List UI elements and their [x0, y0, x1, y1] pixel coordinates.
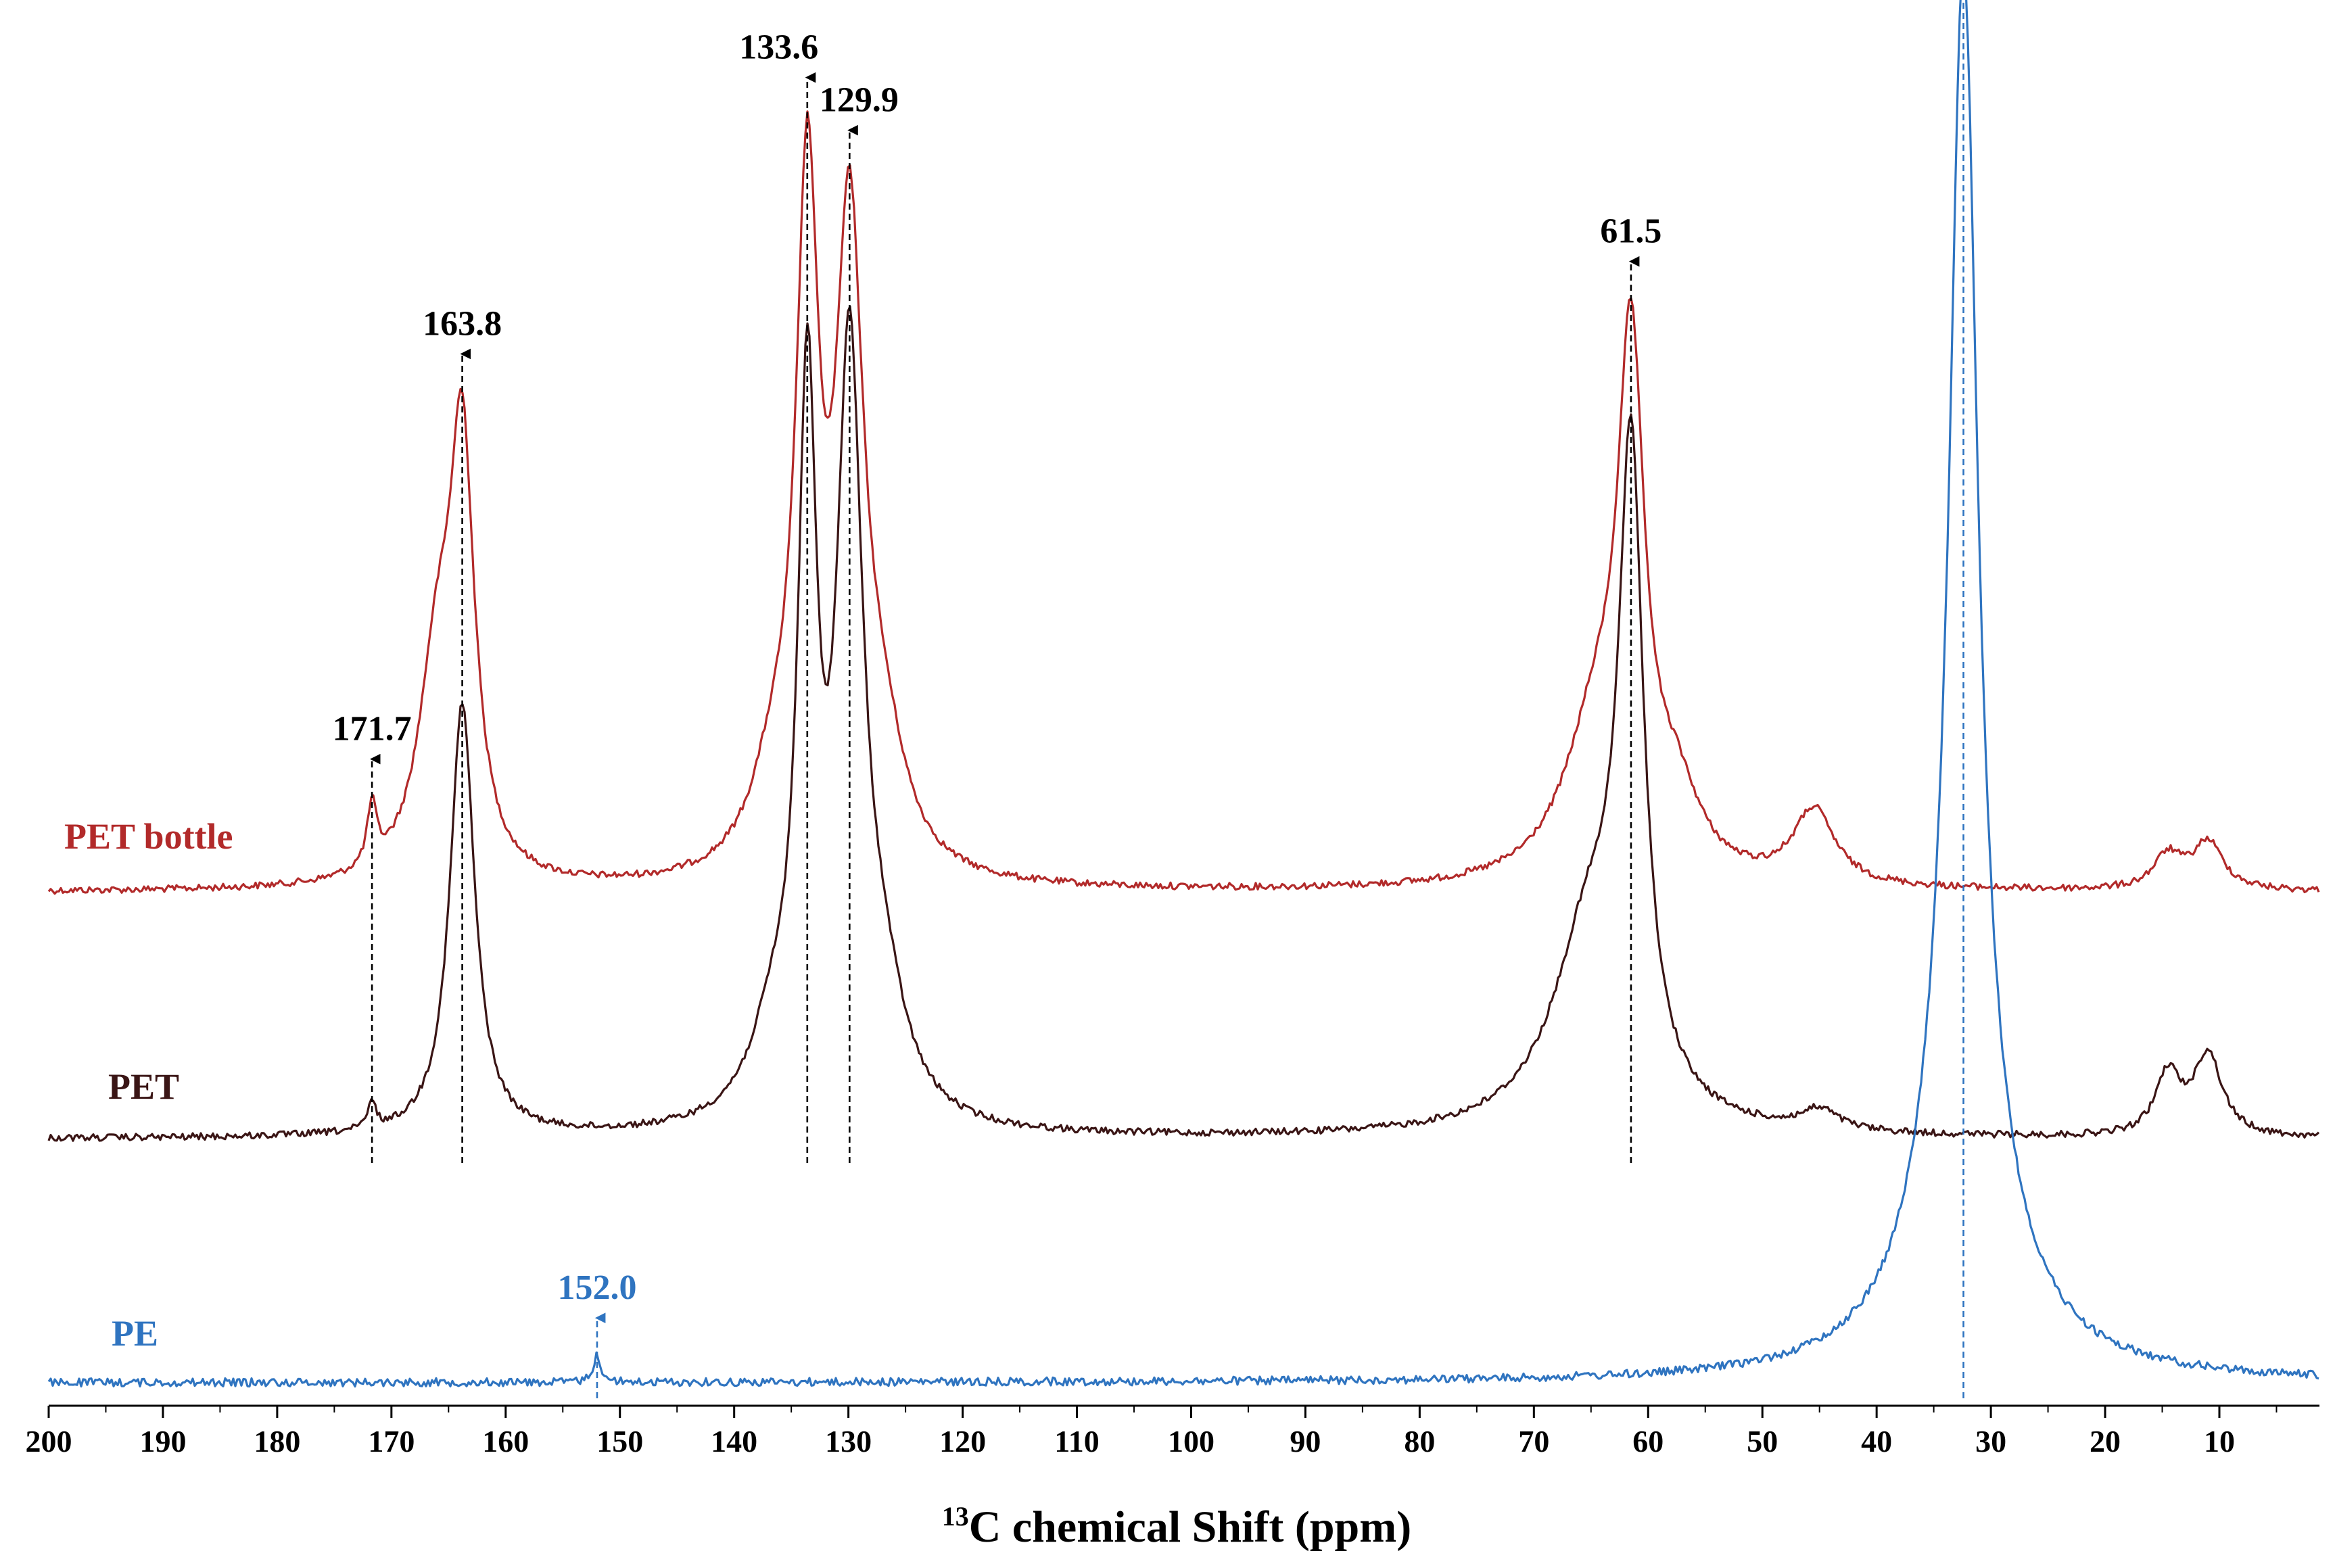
peak-label-152-0: 152.0	[557, 1268, 636, 1307]
x-tick-label-150: 150	[596, 1424, 643, 1458]
series-label-pet: PET	[108, 1066, 179, 1107]
x-tick-label-10: 10	[2204, 1424, 2235, 1458]
x-tick-label-90: 90	[1290, 1424, 1321, 1458]
x-axis-title-text: C chemical Shift (ppm)	[969, 1502, 1411, 1552]
x-tick-label-60: 60	[1632, 1424, 1664, 1458]
peak-guide-lines-group	[370, 0, 1964, 1398]
peak-label-163-8: 163.8	[423, 304, 502, 343]
x-tick-label-100: 100	[1168, 1424, 1214, 1458]
x-axis-ticks-group: 200 190 180 170 160 150 140 130 120 110 100 90 80 70 6…	[26, 1406, 2278, 1458]
x-tick-label-50: 50	[1747, 1424, 1778, 1458]
series-line-pe	[47, 0, 2319, 1387]
spectra-series-group	[47, 0, 2320, 1387]
x-axis-title: 13C chemical Shift (ppm)	[942, 1501, 1411, 1552]
x-tick-label-190: 190	[139, 1424, 186, 1458]
x-tick-label-140: 140	[711, 1424, 757, 1458]
series-label-pe: PE	[112, 1313, 158, 1354]
x-tick-label-180: 180	[254, 1424, 300, 1458]
series-labels-group: PET bottle PET PE	[64, 816, 233, 1354]
x-tick-label-170: 170	[368, 1424, 415, 1458]
x-tick-label-30: 30	[1975, 1424, 2006, 1458]
x-axis-title-superscript: 13	[942, 1501, 969, 1531]
x-tick-label-200: 200	[26, 1424, 72, 1458]
peak-label-129-9: 129.9	[820, 81, 899, 120]
x-tick-label-40: 40	[1861, 1424, 1892, 1458]
x-tick-label-160: 160	[482, 1424, 529, 1458]
series-line-pet	[47, 305, 2320, 1142]
peak-label-171-7: 171.7	[333, 710, 412, 749]
x-tick-label-20: 20	[2090, 1424, 2121, 1458]
x-tick-label-110: 110	[1054, 1424, 1099, 1458]
series-label-pet-bottle: PET bottle	[64, 816, 233, 857]
x-tick-label-120: 120	[939, 1424, 986, 1458]
peak-label-133-6: 133.6	[739, 28, 818, 67]
x-tick-label-80: 80	[1404, 1424, 1435, 1458]
x-tick-label-130: 130	[825, 1424, 872, 1458]
series-line-pet-bottle	[47, 110, 2320, 895]
x-axis: 200 190 180 170 160 150 140 130 120 110 100 90 80 70 6…	[26, 1404, 2319, 1458]
peak-label-61-5: 61.5	[1600, 212, 1661, 251]
x-tick-label-70: 70	[1518, 1424, 1549, 1458]
